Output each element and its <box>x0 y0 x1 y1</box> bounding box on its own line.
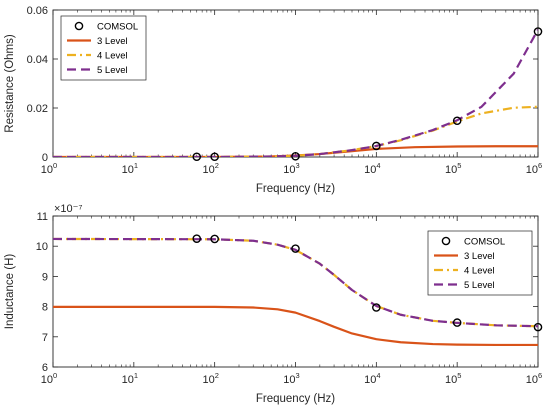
x-tick-label: 102 <box>202 161 218 176</box>
comsol-marker <box>533 322 543 332</box>
y-axis-title: Inductance (H) <box>4 254 16 330</box>
comsol-marker <box>372 303 381 312</box>
x-axis-title: Frequency (Hz) <box>256 393 335 405</box>
x-axis-title: Frequency (Hz) <box>256 183 335 195</box>
series-line-3-level <box>53 305 538 347</box>
y-tick-label: 0.04 <box>27 54 48 66</box>
y-tick-label: 10 <box>36 241 48 253</box>
series-group <box>53 29 538 157</box>
comsol-marker <box>372 141 381 151</box>
x-tick-label: 104 <box>364 161 380 176</box>
x-tick-label: 103 <box>283 161 299 176</box>
comsol-marker <box>291 244 300 253</box>
y-tick-label: 0.02 <box>27 103 48 115</box>
comsol-marker <box>533 27 543 36</box>
y-tick-label: 0 <box>42 152 48 164</box>
legend-label: COMSOL <box>464 237 505 248</box>
legend: COMSOL 3 Level 4 Level 5 Level <box>427 230 533 296</box>
legend-label: 5 Level <box>464 280 495 291</box>
legend-label: 4 Level <box>97 51 128 62</box>
inductance-panel: 100 101 102 103 104 105 106 6 7 8 9 10 11 ×10⁻⁷ Freque… <box>4 203 543 405</box>
legend: COMSOL 3 Level 4 Level 5 Level <box>60 15 147 81</box>
comsol-marker <box>192 234 202 243</box>
comsol-marker <box>210 152 219 162</box>
y-tick-label: 7 <box>42 332 48 344</box>
x-tick-label: 104 <box>364 371 380 386</box>
legend-marker <box>441 236 451 246</box>
y-tick-label: 11 <box>37 211 48 223</box>
x-tick-label: 106 <box>526 371 542 386</box>
x-tick-label: 101 <box>122 161 138 176</box>
y-tick-label: 8 <box>42 302 48 314</box>
x-tick-label: 106 <box>526 161 542 176</box>
x-tick-label: 101 <box>122 371 138 386</box>
comsol-marker <box>291 151 300 161</box>
legend-label: 5 Level <box>97 65 128 76</box>
y-tick-label: 0.06 <box>27 5 48 17</box>
y-tick-label: 9 <box>42 271 48 283</box>
legend-marker <box>74 21 84 31</box>
comsol-marker <box>192 152 202 162</box>
x-tick-label: 100 <box>41 371 57 386</box>
y-axis-title: Resistance (Ohms) <box>4 34 16 133</box>
legend-label: 4 Level <box>464 266 495 277</box>
legend-label: 3 Level <box>464 251 495 262</box>
y-multiplier: ×10⁻⁷ <box>54 203 82 215</box>
legend-box <box>427 230 533 296</box>
resistance-panel: 100 101 102 103 104 105 106 0 0.02 0.04 0.06 Freque… <box>4 5 543 195</box>
comsol-marker <box>210 234 219 244</box>
series-line-5-level <box>53 29 538 157</box>
x-tick-label: 105 <box>445 371 461 386</box>
legend-label: 3 Level <box>97 36 128 47</box>
x-tick-label: 100 <box>41 161 57 176</box>
x-tick-label: 102 <box>202 371 218 386</box>
legend-label: COMSOL <box>97 22 138 33</box>
y-tick-label: 6 <box>42 362 48 374</box>
x-tick-label: 105 <box>445 161 461 176</box>
comsol-marker <box>452 116 462 126</box>
comsol-marker <box>452 318 462 327</box>
x-tick-label: 103 <box>283 371 299 386</box>
